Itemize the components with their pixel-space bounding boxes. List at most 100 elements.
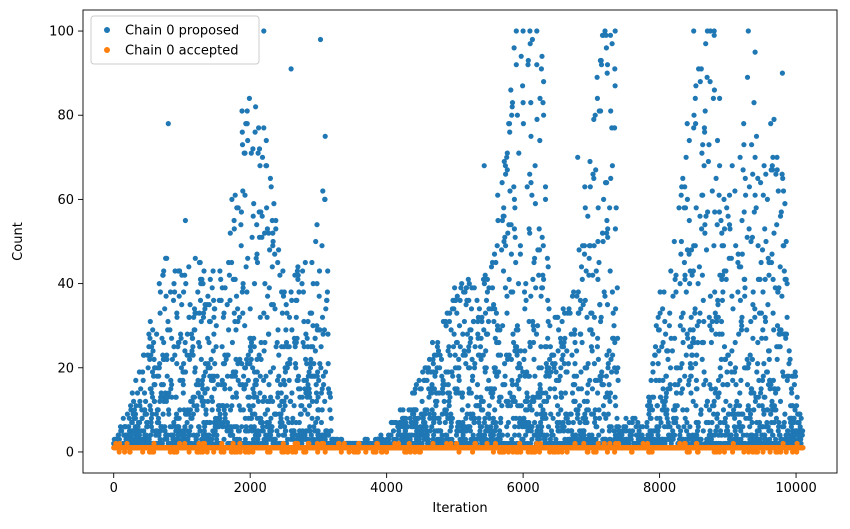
proposed-point — [481, 163, 487, 169]
proposed-point — [261, 310, 267, 316]
proposed-point — [248, 150, 254, 156]
proposed-point — [496, 369, 502, 375]
proposed-point — [722, 415, 729, 421]
proposed-point — [756, 419, 763, 426]
proposed-point — [661, 403, 667, 409]
proposed-point — [700, 297, 706, 303]
proposed-point — [160, 352, 166, 358]
proposed-point — [309, 398, 315, 404]
proposed-point — [688, 344, 694, 350]
proposed-point — [447, 428, 453, 434]
proposed-point — [687, 361, 694, 367]
proposed-point — [607, 436, 613, 442]
proposed-point — [304, 335, 310, 341]
proposed-point — [771, 116, 777, 122]
proposed-point — [245, 377, 251, 383]
proposed-point — [191, 394, 198, 400]
proposed-point — [796, 419, 802, 426]
proposed-point — [250, 403, 256, 409]
proposed-point — [718, 432, 725, 438]
proposed-point — [682, 272, 688, 278]
proposed-point — [682, 415, 688, 421]
proposed-point — [774, 167, 780, 173]
proposed-point — [693, 83, 699, 89]
proposed-point — [482, 415, 488, 421]
proposed-point — [694, 386, 700, 392]
proposed-point — [770, 377, 777, 383]
proposed-point — [560, 352, 566, 358]
proposed-point — [600, 403, 607, 409]
proposed-point — [199, 377, 205, 383]
proposed-point — [241, 373, 247, 379]
proposed-point — [181, 289, 187, 295]
proposed-point — [781, 243, 787, 249]
proposed-point — [581, 251, 588, 257]
proposed-point — [763, 238, 769, 245]
proposed-point — [180, 382, 186, 388]
proposed-point — [612, 394, 618, 400]
proposed-point — [270, 365, 276, 371]
proposed-point — [303, 331, 309, 337]
proposed-point — [591, 243, 597, 249]
proposed-point — [152, 382, 158, 388]
proposed-point — [598, 57, 604, 64]
proposed-point — [443, 318, 449, 325]
proposed-point — [469, 356, 475, 362]
proposed-point — [522, 424, 528, 430]
proposed-point — [132, 415, 139, 421]
proposed-point — [213, 323, 219, 329]
accepted-point — [116, 440, 123, 447]
proposed-point — [325, 331, 331, 337]
proposed-point — [754, 369, 760, 375]
proposed-point — [711, 398, 717, 404]
proposed-point — [129, 419, 135, 426]
proposed-point — [523, 281, 529, 287]
proposed-point — [252, 411, 258, 417]
proposed-point — [507, 129, 513, 135]
proposed-point — [509, 382, 516, 388]
accepted-point — [177, 440, 183, 447]
proposed-point — [190, 411, 196, 417]
proposed-point — [561, 428, 567, 434]
proposed-point — [733, 403, 739, 409]
proposed-point — [497, 428, 503, 434]
proposed-point — [780, 373, 787, 379]
proposed-point — [516, 432, 522, 438]
proposed-point — [639, 432, 645, 438]
proposed-point — [778, 209, 784, 215]
proposed-point — [789, 390, 795, 396]
proposed-point — [724, 205, 730, 211]
proposed-point — [784, 314, 790, 320]
proposed-point — [156, 432, 162, 438]
proposed-point — [171, 419, 177, 426]
proposed-point — [240, 188, 246, 194]
proposed-point — [174, 310, 180, 316]
proposed-point — [600, 382, 607, 388]
proposed-point — [539, 234, 545, 240]
proposed-point — [500, 323, 506, 329]
proposed-point — [780, 175, 786, 181]
proposed-point — [222, 285, 228, 291]
proposed-point — [448, 419, 454, 426]
proposed-point — [718, 217, 724, 224]
proposed-point — [157, 310, 163, 316]
proposed-point — [493, 259, 499, 266]
proposed-point — [776, 285, 782, 291]
proposed-point — [308, 432, 314, 438]
proposed-point — [205, 335, 211, 341]
proposed-point — [181, 361, 187, 367]
proposed-point — [474, 394, 480, 400]
proposed-point — [147, 403, 153, 409]
proposed-point — [233, 327, 239, 333]
proposed-point — [197, 297, 204, 303]
proposed-point — [573, 432, 579, 438]
proposed-point — [677, 432, 683, 438]
proposed-point — [147, 318, 153, 325]
proposed-point — [702, 230, 708, 236]
proposed-point — [227, 386, 233, 392]
proposed-point — [655, 432, 661, 438]
proposed-point — [295, 272, 301, 278]
proposed-point — [764, 369, 771, 375]
proposed-point — [302, 259, 308, 266]
proposed-point — [557, 428, 563, 434]
